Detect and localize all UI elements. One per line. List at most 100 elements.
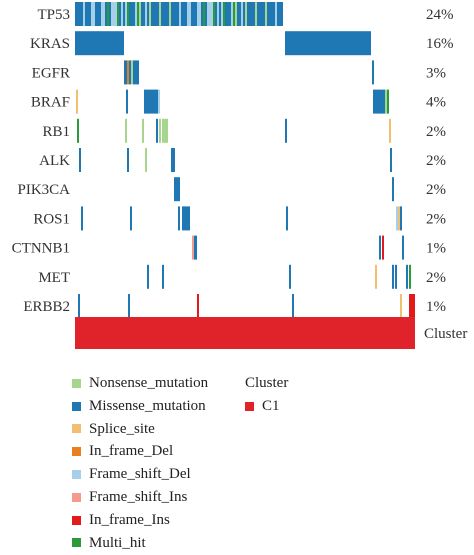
legend-label: Splice_site bbox=[89, 420, 155, 437]
mutation-cell bbox=[125, 118, 127, 143]
mutation-cell bbox=[231, 2, 233, 26]
mutation-cell bbox=[249, 2, 251, 26]
mutation-cell bbox=[375, 264, 377, 289]
mutation-cell bbox=[390, 148, 392, 172]
mutation-cell bbox=[139, 2, 141, 26]
mutation-cell bbox=[123, 2, 125, 26]
mutation-cell bbox=[285, 118, 287, 143]
mutation-cell bbox=[151, 2, 153, 26]
mutation-cell bbox=[259, 2, 261, 26]
mutation-cell bbox=[209, 2, 211, 26]
mutation-cell bbox=[197, 2, 199, 26]
mutation-cell bbox=[131, 2, 133, 26]
cluster-legend-item: C1 bbox=[245, 395, 288, 418]
mutation-cell bbox=[373, 89, 385, 114]
legend-swatch bbox=[72, 447, 81, 457]
mutation-cell bbox=[171, 2, 173, 26]
mutation-cell bbox=[193, 2, 195, 26]
mutation-cell bbox=[398, 206, 400, 231]
mutation-cell bbox=[129, 2, 131, 26]
mutation-cell bbox=[211, 2, 213, 26]
mutation-cell bbox=[126, 89, 128, 114]
mutation-cell bbox=[81, 206, 83, 231]
mutation-cell bbox=[219, 2, 221, 26]
mutation-cell bbox=[239, 2, 241, 26]
mutation-cell bbox=[161, 2, 163, 26]
mutation-cell bbox=[111, 2, 113, 26]
mutation-cell bbox=[149, 2, 151, 26]
mutation-cell bbox=[171, 148, 175, 172]
mutation-cell bbox=[207, 2, 209, 26]
mutation-cell bbox=[197, 294, 199, 318]
cluster-legend: Cluster C1 bbox=[245, 372, 288, 418]
gene-label: ALK bbox=[39, 153, 70, 169]
mutation-cell bbox=[162, 264, 164, 289]
gene-label: BRAF bbox=[31, 95, 70, 111]
gene-label: TP53 bbox=[37, 7, 70, 23]
mutation-cell bbox=[145, 148, 147, 172]
mutation-cell bbox=[130, 206, 132, 231]
mutation-cell bbox=[137, 2, 139, 26]
mutation-cell bbox=[215, 2, 217, 26]
mutation-cell bbox=[165, 2, 167, 26]
mutation-cell bbox=[167, 2, 169, 26]
mutation-cell bbox=[203, 2, 205, 26]
mutation-cell bbox=[79, 148, 81, 172]
mutation-cell bbox=[76, 89, 78, 114]
mutation-cell bbox=[124, 60, 127, 85]
mutation-cell bbox=[281, 2, 283, 26]
mutation-cell bbox=[400, 206, 402, 231]
mutation-cell bbox=[379, 235, 381, 260]
mutation-cell bbox=[89, 2, 91, 26]
mutation-cell bbox=[113, 2, 115, 26]
mutation-cell bbox=[142, 118, 144, 143]
mutation-cell bbox=[189, 2, 191, 26]
legend-label: In_frame_Del bbox=[89, 443, 174, 460]
mutation-cell bbox=[85, 2, 87, 26]
mutation-cell bbox=[109, 2, 111, 26]
mutation-cell bbox=[141, 2, 143, 26]
gene-percent: 1% bbox=[426, 299, 446, 315]
mutation-cell bbox=[162, 118, 168, 143]
mutation-cell bbox=[155, 2, 157, 26]
mutation-cell bbox=[192, 235, 194, 260]
legend-label: Nonsense_mutation bbox=[89, 375, 209, 391]
mutation-cell bbox=[235, 2, 237, 26]
mutation-cell bbox=[78, 294, 80, 318]
mutation-cell bbox=[75, 31, 124, 56]
gene-label: KRAS bbox=[30, 36, 70, 52]
legend-item: In_frame_Del bbox=[72, 440, 208, 463]
mutation-cell bbox=[173, 2, 175, 26]
mutation-cell bbox=[179, 2, 181, 26]
legend-swatch bbox=[72, 424, 81, 434]
mutation-cell bbox=[195, 2, 197, 26]
mutation-cell bbox=[156, 118, 158, 143]
mutation-cell bbox=[389, 118, 391, 143]
mutation-cell bbox=[183, 2, 185, 26]
legend-item: Missense_mutation bbox=[72, 395, 208, 418]
mutation-cell bbox=[253, 2, 255, 26]
mutation-cell bbox=[131, 60, 133, 85]
legend-swatch bbox=[72, 538, 81, 548]
mutation-cell bbox=[133, 2, 135, 26]
mutation-cell bbox=[392, 177, 394, 202]
mutation-cell bbox=[174, 177, 180, 202]
mutation-cell bbox=[392, 264, 394, 289]
mutation-cell bbox=[157, 2, 159, 26]
legend-label: Frame_shift_Ins bbox=[89, 488, 188, 505]
mutation-cell bbox=[229, 2, 231, 26]
mutation-cell bbox=[201, 2, 203, 26]
mutation-cell bbox=[275, 2, 277, 26]
mutation-cell bbox=[263, 2, 265, 26]
mutation-cell bbox=[245, 2, 247, 26]
legend-swatch bbox=[72, 401, 81, 411]
cluster-track-label: Cluster bbox=[424, 326, 467, 342]
mutation-cell bbox=[175, 2, 177, 26]
gene-percent: 2% bbox=[426, 124, 446, 140]
gene-percent: 1% bbox=[426, 241, 446, 257]
mutation-cell bbox=[257, 2, 259, 26]
mutation-cell bbox=[217, 2, 219, 26]
mutation-cell bbox=[241, 2, 243, 26]
mutation-cell bbox=[273, 2, 275, 26]
mutation-cell bbox=[147, 264, 149, 289]
